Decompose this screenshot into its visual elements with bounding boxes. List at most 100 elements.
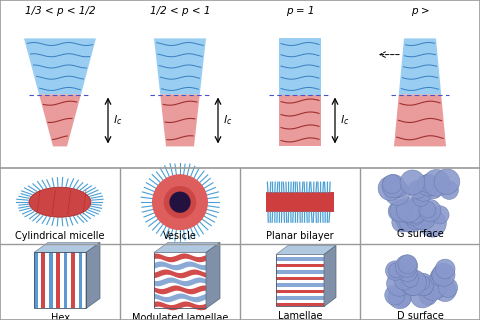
Text: $\mathit{l}_c$: $\mathit{l}_c$ [340,114,349,127]
Circle shape [386,271,412,296]
Polygon shape [206,243,220,308]
Circle shape [396,208,420,232]
Circle shape [396,197,421,222]
Text: $\mathit{l}_c$: $\mathit{l}_c$ [223,114,232,127]
Circle shape [411,273,434,296]
Circle shape [382,174,405,198]
Text: G surface: G surface [396,229,444,239]
Polygon shape [154,38,206,94]
Circle shape [417,208,435,226]
Bar [276,276,324,280]
Text: p = 1: p = 1 [286,6,314,16]
Circle shape [434,279,456,301]
Text: 1/2 < p < 1: 1/2 < p < 1 [150,6,210,16]
Text: Lamellae: Lamellae [278,311,322,320]
Bar [154,252,206,308]
Circle shape [384,180,410,205]
Bar [49,252,53,308]
Bar [276,303,324,307]
Polygon shape [394,94,446,146]
Circle shape [406,208,427,230]
Bar [276,290,324,293]
Circle shape [430,268,448,286]
Text: $\mathit{l}_c$: $\mathit{l}_c$ [113,114,122,127]
Polygon shape [160,94,200,146]
Polygon shape [39,94,81,146]
Circle shape [423,170,450,196]
Circle shape [410,284,434,308]
Text: Planar bilayer: Planar bilayer [266,231,334,241]
Circle shape [400,199,426,225]
Text: Modulated lamellae: Modulated lamellae [132,314,228,320]
Circle shape [396,255,418,277]
Circle shape [427,281,445,299]
Circle shape [404,200,428,223]
Circle shape [383,175,402,194]
Circle shape [152,174,208,230]
Circle shape [394,270,415,290]
Polygon shape [276,245,336,254]
Circle shape [438,278,457,297]
Circle shape [419,210,446,237]
Circle shape [432,266,450,284]
Circle shape [425,182,442,199]
Bar [71,252,75,308]
Circle shape [432,263,455,286]
Text: Vesicle: Vesicle [163,231,197,241]
Circle shape [401,270,426,296]
Circle shape [378,176,403,201]
Circle shape [385,285,405,305]
Circle shape [388,285,411,309]
Circle shape [440,181,458,199]
Circle shape [398,263,417,282]
Polygon shape [154,243,220,252]
Circle shape [419,201,436,218]
Bar [34,252,38,308]
Circle shape [388,201,408,221]
Bar [266,192,334,212]
Bar [276,270,324,274]
Circle shape [388,263,403,278]
Circle shape [385,261,405,280]
Bar [276,283,324,287]
Circle shape [420,276,445,300]
Polygon shape [86,243,100,308]
Circle shape [169,192,191,213]
Circle shape [419,287,437,305]
Circle shape [400,271,425,296]
Circle shape [431,206,449,224]
Bar [34,252,86,308]
Circle shape [400,201,423,223]
Circle shape [417,175,434,192]
Circle shape [413,179,434,201]
Polygon shape [24,38,96,94]
Circle shape [413,190,429,206]
Circle shape [164,186,196,219]
Text: Hex: Hex [50,314,70,320]
Text: D surface: D surface [396,311,444,320]
Polygon shape [399,38,441,94]
Text: 1/3 < p < 1/2: 1/3 < p < 1/2 [24,6,96,16]
Circle shape [392,212,412,232]
Polygon shape [279,38,321,94]
Circle shape [417,280,433,295]
Polygon shape [324,245,336,307]
Circle shape [418,174,439,196]
Circle shape [419,199,441,222]
Bar [276,296,324,300]
Bar [276,257,324,261]
Bar [64,252,67,308]
Circle shape [398,206,425,232]
Text: p >: p > [411,6,429,16]
Circle shape [402,270,419,287]
Text: Cylindrical micelle: Cylindrical micelle [15,231,105,241]
Circle shape [408,180,427,199]
Ellipse shape [29,187,91,217]
Bar [276,254,324,307]
Bar [79,252,82,308]
Bar [41,252,45,308]
Circle shape [393,290,410,307]
Polygon shape [279,94,321,146]
Polygon shape [34,243,100,252]
Circle shape [398,255,417,274]
